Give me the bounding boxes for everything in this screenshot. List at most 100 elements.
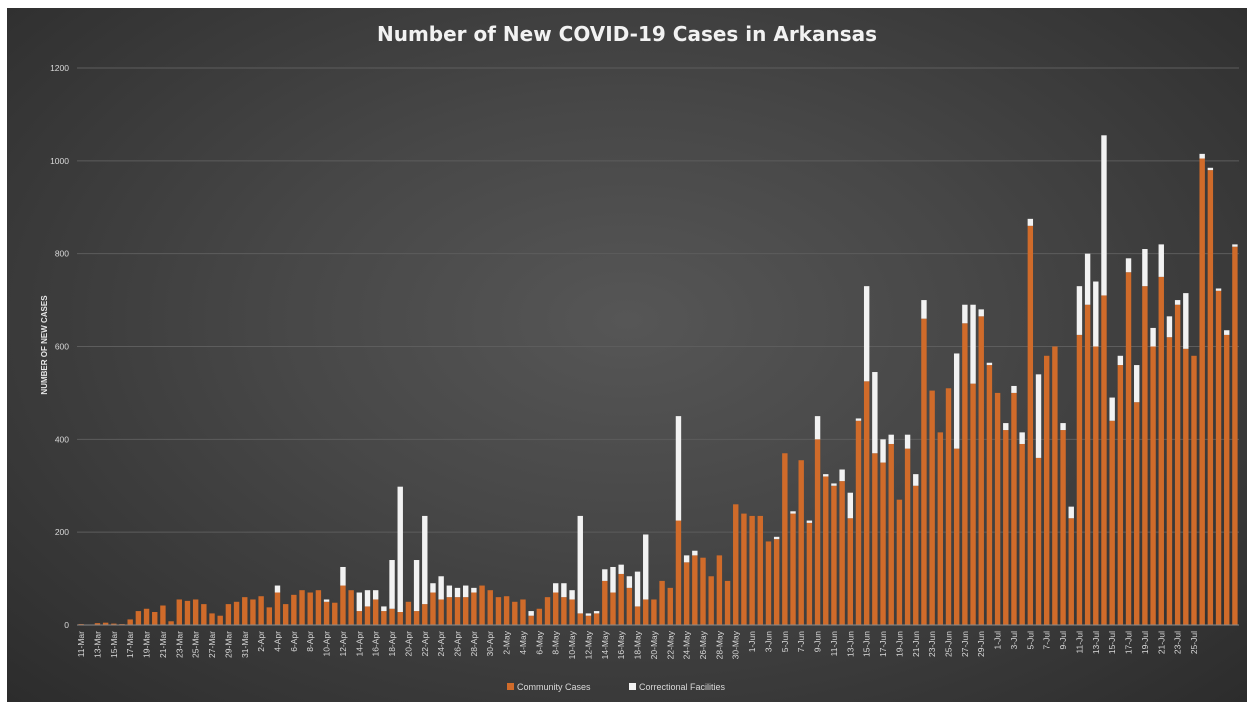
bar-community-cases [1232, 246, 1238, 625]
bar-correctional-facilities [397, 486, 403, 613]
bar-community-cases [1019, 443, 1025, 625]
x-tick-label: 18-May [633, 630, 643, 659]
bar-correctional-facilities [1150, 327, 1156, 347]
bar-correctional-facilities [569, 590, 575, 600]
bar-correctional-facilities [872, 372, 878, 454]
bar-community-cases [356, 611, 363, 625]
x-tick-label: 27-Jun [960, 631, 970, 657]
bar-community-cases [299, 590, 305, 625]
bar-community-cases [233, 601, 240, 625]
bar-community-cases [340, 585, 346, 625]
bar-community-cases [880, 462, 886, 625]
bar-correctional-facilities [430, 583, 436, 593]
bar-community-cases [872, 453, 878, 625]
bar-community-cases [1134, 402, 1140, 625]
bar-correctional-facilities [1117, 355, 1124, 366]
bar-correctional-facilities [274, 585, 281, 593]
x-tick-label: 23-Jul [1173, 631, 1183, 654]
bar-correctional-facilities [643, 534, 649, 600]
bar-community-cases [1125, 272, 1132, 625]
bar-correctional-facilities [1011, 385, 1017, 393]
x-tick-label: 2-May [502, 630, 512, 654]
bar-community-cases [1109, 420, 1115, 625]
x-tick-label: 12-May [583, 630, 593, 659]
bar-community-cases [593, 613, 600, 625]
bar-community-cases [364, 606, 371, 625]
x-tick-label: 28-Apr [469, 631, 479, 657]
bar-correctional-facilities [1174, 300, 1181, 305]
bar-community-cases [471, 592, 477, 625]
bar-correctional-facilities [953, 353, 960, 449]
bar-correctional-facilities [790, 511, 796, 514]
bar-community-cases [814, 439, 821, 625]
bar-correctional-facilities [585, 613, 592, 616]
bar-correctional-facilities [863, 286, 870, 382]
y-tick-label: 400 [55, 434, 69, 444]
bar-community-cases [397, 612, 403, 625]
bar-community-cases [446, 597, 453, 625]
legend-swatch-correctional [629, 683, 636, 690]
bar-community-cases [1174, 304, 1181, 625]
chart-plot: 0 200 400 600 800 1000 1200 11-Mar 13-Mar 15-Mar 1… [50, 63, 1239, 692]
bar-community-cases [749, 515, 755, 625]
bar-community-cases [282, 604, 289, 625]
x-tick-label: 9-Jul [1058, 631, 1068, 650]
bar-community-cases [430, 592, 436, 625]
bar-community-cases [160, 605, 166, 625]
x-tick-label: 15-Jul [1107, 631, 1117, 654]
bar-community-cases [258, 596, 264, 625]
x-tick-label: 7-Jun [796, 631, 806, 653]
bar-community-cases [479, 585, 485, 625]
x-tick-label: 25-Mar [191, 631, 201, 658]
bar-community-cases [757, 515, 763, 625]
x-tick-label: 9-Jun [813, 631, 823, 653]
bar-correctional-facilities [888, 434, 894, 444]
x-tick-label: 5-Jun [780, 631, 790, 653]
bar-community-cases [659, 580, 665, 625]
bar-correctional-facilities [381, 606, 387, 612]
bar-correctional-facilities [356, 592, 363, 612]
bar-community-cases [773, 539, 780, 625]
bar-community-cases [536, 608, 543, 625]
x-tick-label: 22-Apr [420, 631, 430, 657]
bar-correctional-facilities [1158, 244, 1164, 277]
x-tick-label: 13-Mar [92, 631, 102, 658]
bar-community-cases [618, 573, 624, 625]
bar-correctional-facilities [1019, 432, 1025, 444]
legend-label-community: Community Cases [517, 682, 591, 692]
y-tick-label: 0 [64, 620, 69, 630]
bar-community-cases [1158, 276, 1164, 625]
bar-community-cases [929, 390, 935, 625]
y-tick-label: 1000 [50, 156, 69, 166]
bar-correctional-facilities [692, 550, 698, 556]
bar-correctional-facilities [626, 576, 633, 588]
bar-community-cases [413, 611, 420, 625]
bar-correctional-facilities [847, 492, 854, 519]
bar-correctional-facilities [1125, 258, 1132, 273]
x-tick-label: 31-Mar [240, 631, 250, 658]
bar-community-cases [1142, 286, 1148, 625]
bar-community-cases [143, 608, 150, 625]
bar-community-cases [495, 597, 502, 625]
x-tick-label: 15-Mar [109, 631, 119, 658]
bar-community-cases [978, 316, 984, 625]
x-tick-label: 11-Jul [1074, 631, 1084, 654]
bar-community-cases [217, 615, 223, 625]
x-tick-label: 21-Jun [911, 631, 921, 657]
bar-community-cases [692, 555, 698, 625]
bar-correctional-facilities [683, 555, 690, 563]
bar-community-cases [896, 499, 903, 625]
bar-community-cases [716, 555, 723, 625]
bar-community-cases [1101, 295, 1107, 625]
bar-community-cases [1060, 430, 1066, 625]
bar-community-cases [733, 504, 739, 625]
bar-community-cases [675, 520, 682, 625]
x-tick-label: 2-Apr [256, 631, 266, 652]
x-tick-label: 29-Mar [223, 631, 233, 658]
x-tick-label: 29-Jun [976, 631, 986, 657]
bar-community-cases [266, 607, 273, 625]
x-tick-label: 24-Apr [436, 631, 446, 657]
x-tick-label: 14-May [600, 630, 610, 659]
x-tick-label: 10-May [567, 630, 577, 659]
bar-community-cases [798, 460, 804, 625]
